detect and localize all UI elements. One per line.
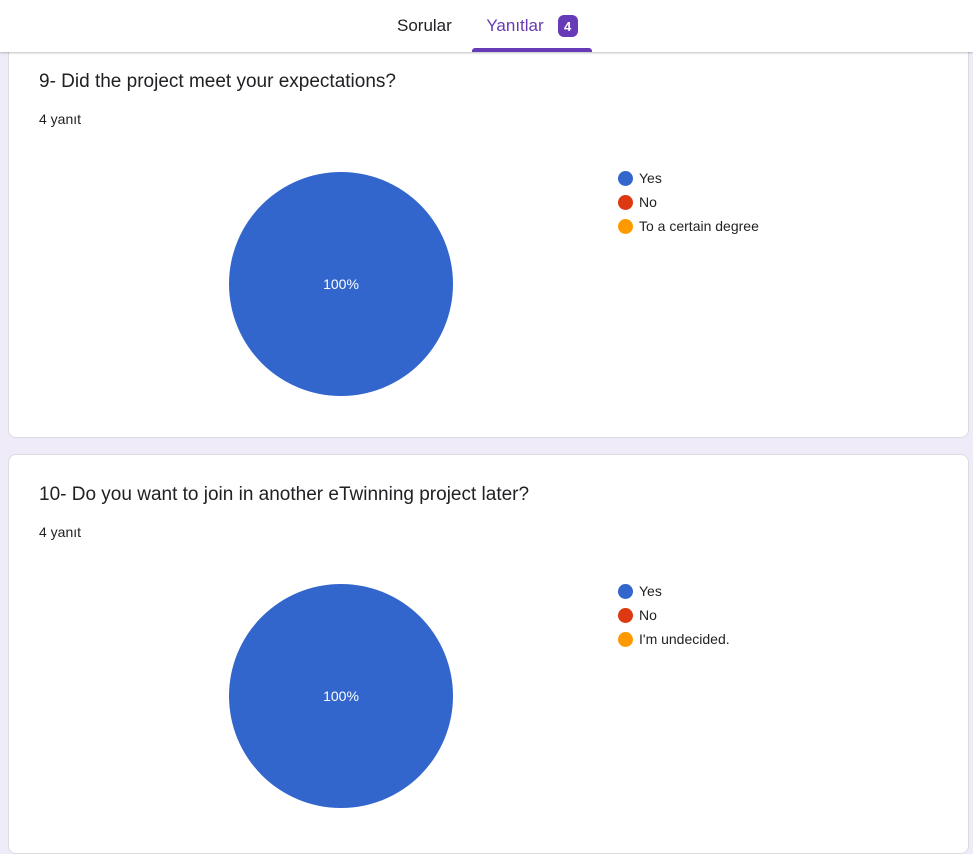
legend-dot-icon [618, 631, 633, 647]
legend-label: To a certain degree [639, 218, 759, 234]
question-title: 9- Did the project meet your expectation… [39, 71, 396, 92]
response-count: 4 yanıt [39, 111, 82, 127]
legend-dot-icon [618, 170, 633, 186]
legend-dot-icon [618, 218, 633, 234]
pie-chart[interactable]: 100% [228, 171, 454, 397]
legend-item-yes[interactable]: Yes [618, 579, 730, 603]
slice-label: 100% [323, 276, 359, 292]
legend-item-yes[interactable]: Yes [618, 166, 759, 190]
responses-count-badge: 4 [557, 15, 578, 37]
legend-dot-icon [618, 194, 633, 210]
legend-dot-icon [618, 607, 633, 623]
question-card-10: 10- Do you want to join in another eTwin… [8, 454, 969, 854]
legend-label: I'm undecided. [639, 631, 730, 647]
pie-chart[interactable]: 100% [228, 583, 454, 809]
legend-item-undecided[interactable]: I'm undecided. [618, 627, 730, 651]
pie-slice-yes[interactable] [229, 584, 453, 808]
legend-item-no[interactable]: No [618, 190, 759, 214]
legend-item-certain-degree[interactable]: To a certain degree [618, 214, 759, 238]
tab-questions[interactable]: Sorular [397, 0, 452, 52]
legend-item-no[interactable]: No [618, 603, 730, 627]
top-tab-bar: Sorular Yanıtlar 4 [0, 0, 973, 52]
response-count: 4 yanıt [39, 524, 82, 540]
question-title: 10- Do you want to join in another eTwin… [39, 484, 530, 505]
tab-questions-label: Sorular [397, 16, 452, 35]
slice-label: 100% [323, 688, 359, 704]
chart-legend: Yes No To a certain degree [618, 166, 759, 238]
legend-label: Yes [639, 170, 662, 186]
active-tab-indicator [472, 48, 592, 52]
chart-legend: Yes No I'm undecided. [618, 579, 730, 651]
pie-slice-yes[interactable] [229, 172, 453, 396]
legend-label: No [639, 607, 657, 623]
tab-responses[interactable]: Yanıtlar 4 [472, 0, 592, 52]
question-card-9: 9- Did the project meet your expectation… [8, 30, 969, 438]
tab-responses-label: Yanıtlar [486, 16, 544, 35]
legend-label: No [639, 194, 657, 210]
legend-dot-icon [618, 583, 633, 599]
legend-label: Yes [639, 583, 662, 599]
